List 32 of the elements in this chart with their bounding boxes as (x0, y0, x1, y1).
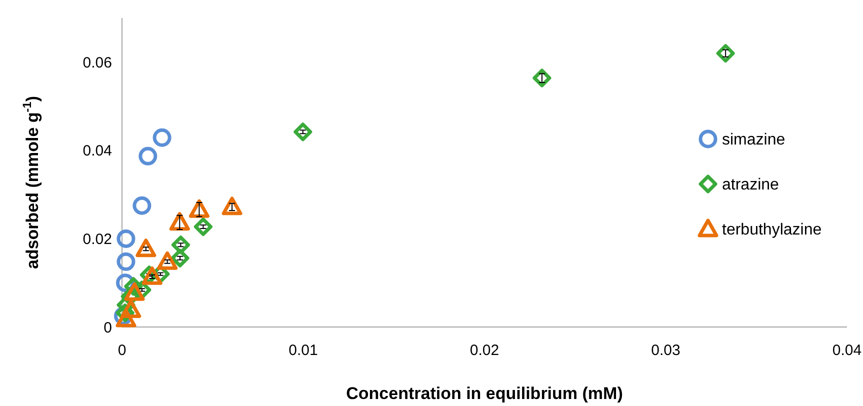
point (120, 300, 142, 318)
y-tick-label: 0 (104, 319, 112, 336)
point (157, 251, 178, 270)
point (152, 128, 172, 147)
y-tick-label: 0.06 (82, 54, 112, 72)
point (169, 212, 190, 231)
point (116, 252, 136, 271)
point (116, 308, 136, 328)
x-tick-label: 0.03 (651, 342, 680, 359)
point (170, 248, 190, 268)
y-tick-label: 0.04 (82, 142, 112, 160)
x-tick-label: 0.04 (832, 342, 862, 359)
point (194, 218, 212, 236)
legend-label: atrazine (722, 176, 780, 194)
legend-label: terbuthylazine (722, 222, 822, 239)
x-tick-label: 0.02 (470, 342, 500, 359)
point (124, 282, 145, 301)
x-tick-label: 0.01 (288, 342, 318, 359)
point (294, 122, 312, 142)
point (138, 146, 158, 166)
point (532, 68, 552, 88)
point (142, 266, 162, 285)
legend-label: simazine (722, 132, 786, 149)
point (116, 229, 136, 248)
x-axis-title: Concentration in equilibrium (mM) (346, 384, 623, 403)
point (132, 196, 152, 215)
point (716, 44, 735, 63)
point (136, 238, 156, 258)
point (222, 196, 242, 216)
x-tick-label: 0 (118, 342, 126, 359)
point (171, 236, 190, 254)
y-tick-label: 0.02 (82, 230, 112, 248)
